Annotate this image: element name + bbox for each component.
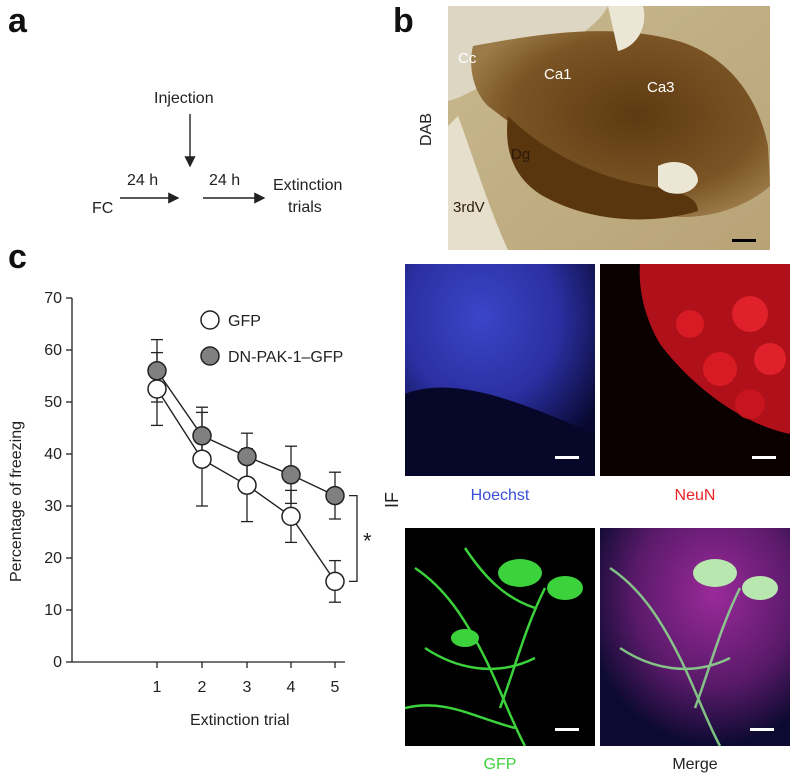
x-axis-label: Extinction trial xyxy=(190,712,290,729)
extinction-label-line2: trials xyxy=(288,199,322,216)
injection-label: Injection xyxy=(154,90,214,107)
panel-letter-a: a xyxy=(8,2,27,40)
dn-pak-point xyxy=(325,485,345,506)
dn-pak-point xyxy=(147,361,167,381)
freezing-chart: 0 10 20 30 40 50 60 70 1 2 3 4 5 * GFP DN-PAK-1–GFP xyxy=(44,290,372,696)
x-tick-label: 3 xyxy=(243,679,252,696)
region-label-3rdv: 3rdV xyxy=(453,199,485,216)
region-label-cc: Cc xyxy=(458,50,477,67)
neun-image xyxy=(600,264,790,476)
extinction-label-line1: Extinction xyxy=(273,177,343,194)
scale-bar xyxy=(555,728,579,731)
scale-bar xyxy=(750,728,774,731)
dab-label: DAB xyxy=(418,113,435,146)
legend-label-dn-pak: DN-PAK-1–GFP xyxy=(228,349,343,366)
y-tick-label: 10 xyxy=(44,602,62,619)
gfp-point xyxy=(147,379,167,399)
panel-letter-b: b xyxy=(393,2,414,40)
y-axis-label: Percentage of freezing xyxy=(8,421,25,582)
y-tick-label: 60 xyxy=(44,342,62,359)
region-label-ca1: Ca1 xyxy=(544,66,572,83)
dn-pak-point xyxy=(192,426,212,446)
y-tick-label: 40 xyxy=(44,446,62,463)
scale-bar xyxy=(732,239,756,242)
scale-bar xyxy=(555,456,579,459)
x-tick-label: 1 xyxy=(153,679,162,696)
dn-pak-point xyxy=(281,465,301,485)
merge-caption: Merge xyxy=(672,756,718,773)
hoechst-caption: Hoechst xyxy=(470,487,530,504)
y-tick-label: 50 xyxy=(44,394,62,411)
neun-caption: NeuN xyxy=(674,487,716,504)
region-label-dg: Dg xyxy=(511,146,531,163)
x-tick-label: 4 xyxy=(287,679,296,696)
region-label-ca3: Ca3 xyxy=(647,79,675,96)
legend-label-gfp: GFP xyxy=(228,313,261,330)
merge-image xyxy=(600,528,790,746)
y-tick-label: 0 xyxy=(53,654,62,671)
gfp-point xyxy=(237,475,257,495)
panel-letter-c: c xyxy=(8,238,27,276)
significance-star: * xyxy=(363,529,372,554)
x-tick-label: 5 xyxy=(331,679,340,696)
gfp-caption: GFP xyxy=(483,756,517,773)
gfp-point xyxy=(281,506,301,527)
hoechst-image xyxy=(405,264,595,476)
fc-label: FC xyxy=(92,200,114,217)
legend-marker-dn-pak xyxy=(200,346,220,366)
interval-label-1: 24 h xyxy=(127,172,159,189)
gfp-point xyxy=(325,571,345,592)
significance-bracket xyxy=(349,494,358,583)
x-tick-label: 2 xyxy=(198,679,207,696)
y-tick-label: 20 xyxy=(44,550,62,567)
scale-bar xyxy=(752,456,776,459)
dab-hippocampus-image: Cc Ca1 Ca3 Dg 3rdV xyxy=(448,6,770,250)
interval-label-2: 24 h xyxy=(209,172,241,189)
gfp-point xyxy=(192,449,212,469)
y-tick-label: 70 xyxy=(44,290,62,307)
y-tick-label: 30 xyxy=(44,498,62,515)
schematic-arrows xyxy=(120,114,266,204)
legend-marker-gfp xyxy=(200,310,220,330)
dn-pak-point xyxy=(237,446,257,467)
gfp-image xyxy=(405,528,595,746)
